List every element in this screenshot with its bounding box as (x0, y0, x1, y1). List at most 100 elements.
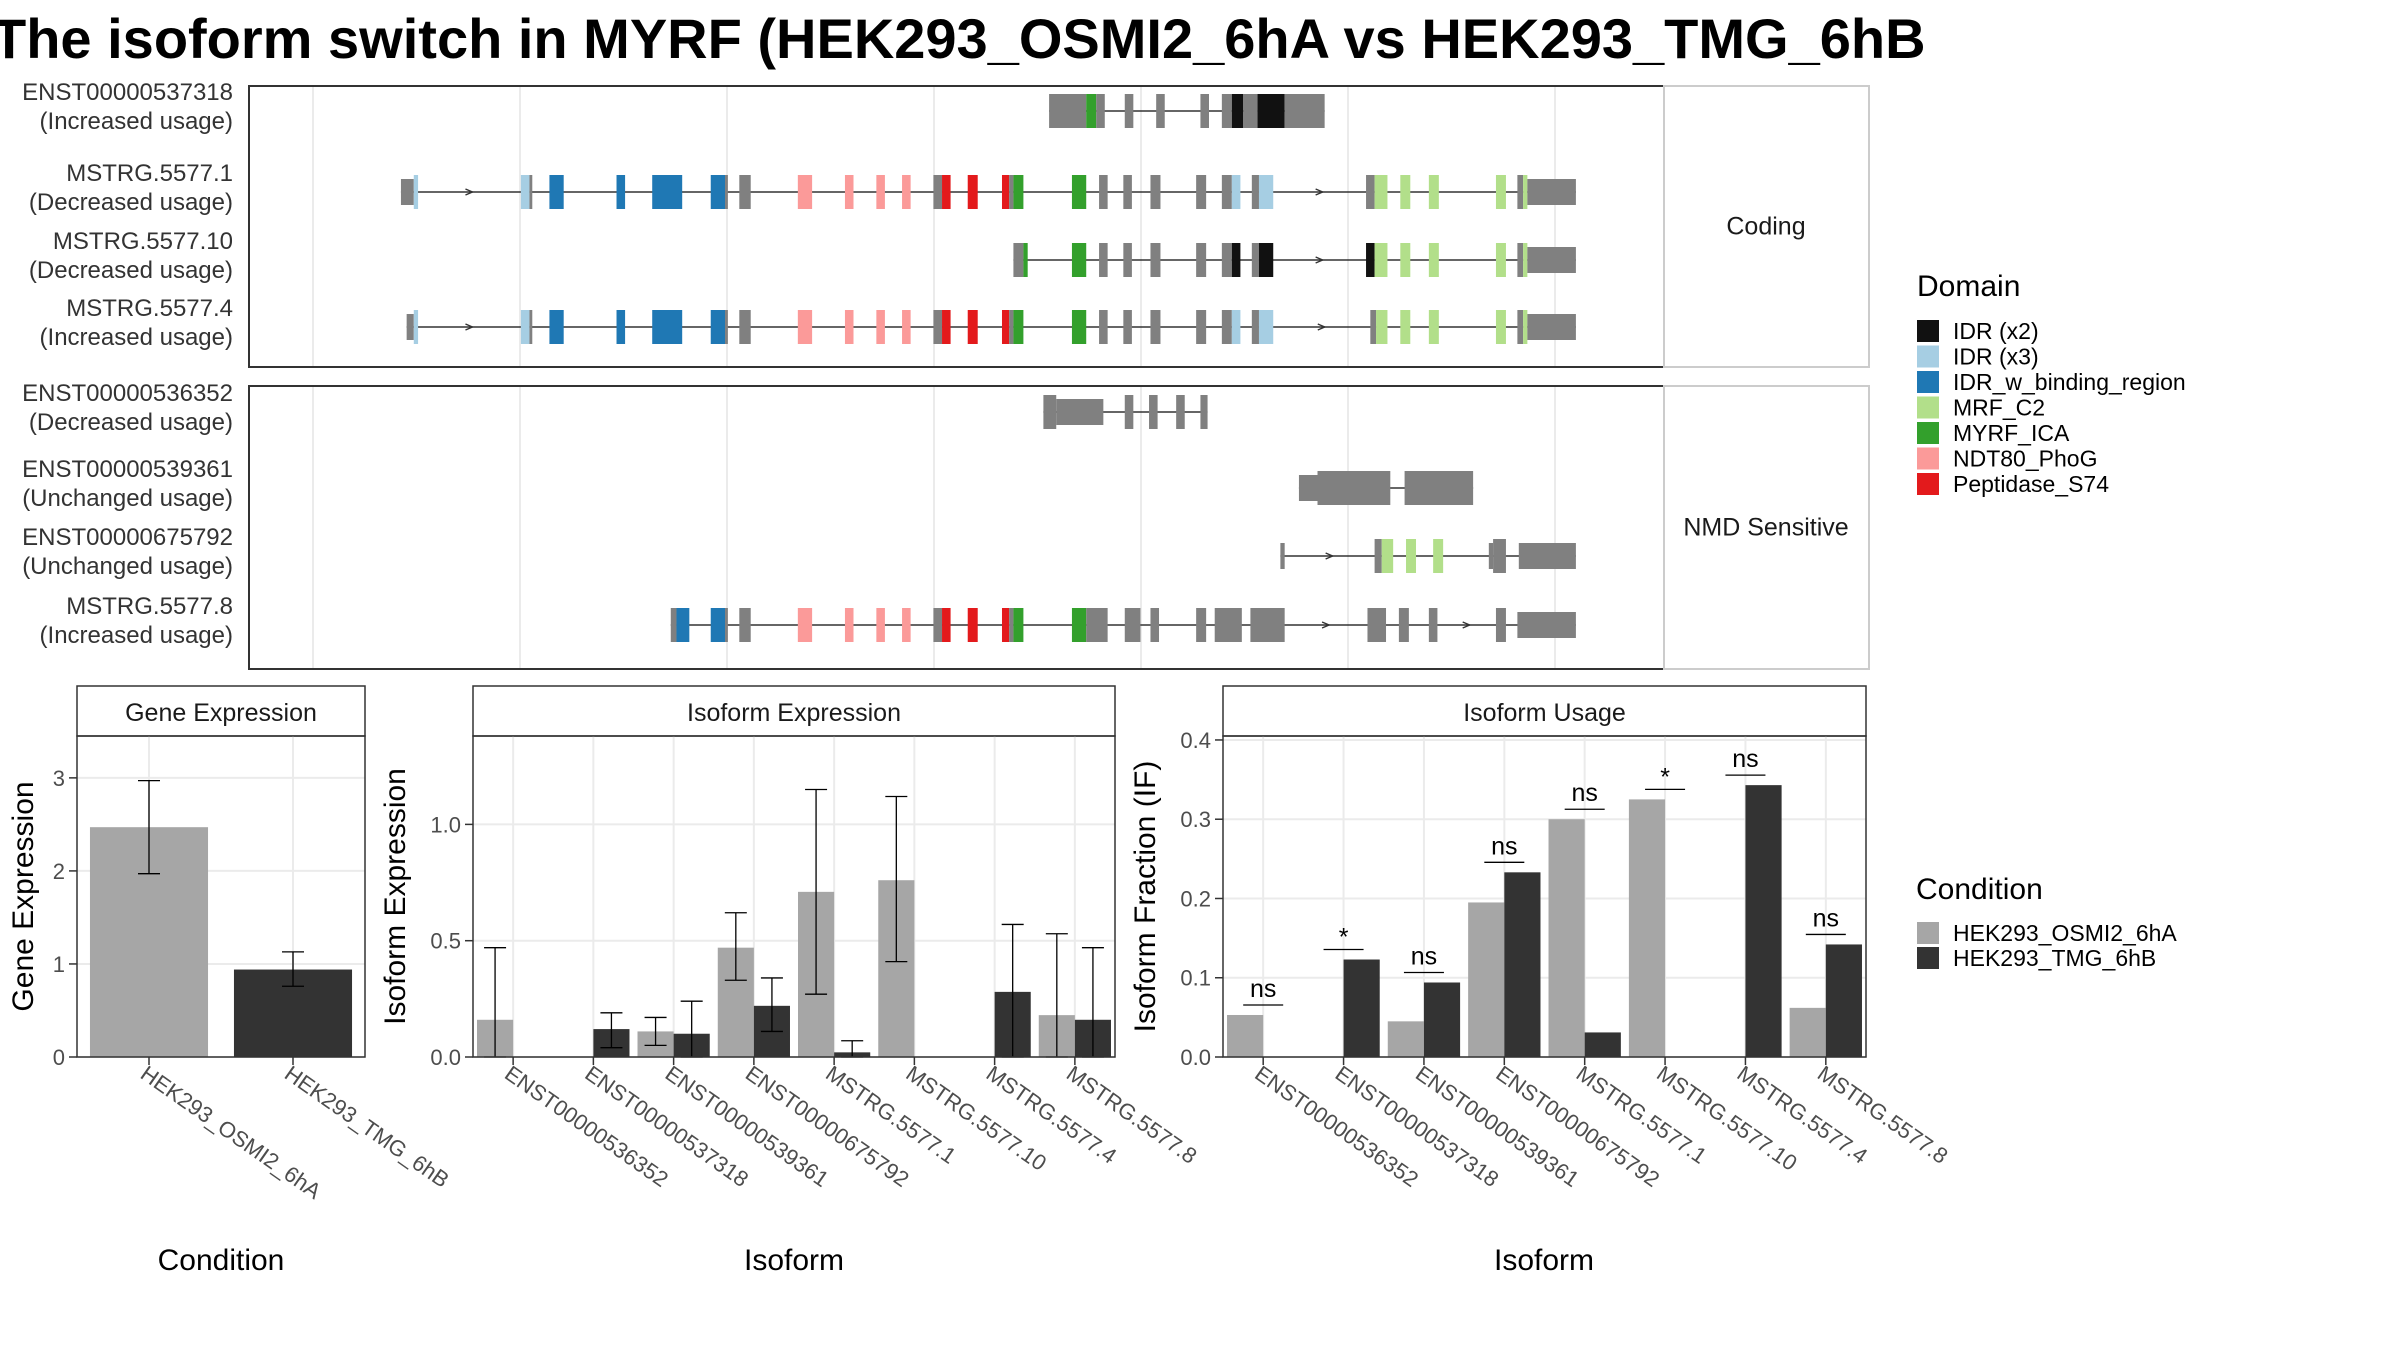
exon-segment (1009, 608, 1014, 642)
condition-legend-swatch (1917, 947, 1939, 969)
x-tick-label: MSTRG.5577.8 (1062, 1061, 1202, 1169)
exon-domain-segment (1001, 175, 1010, 209)
exon-domain-segment (1013, 608, 1024, 642)
exon-segment (1200, 395, 1208, 429)
exon-domain-segment (710, 175, 726, 209)
exon-segment (1200, 94, 1209, 128)
domain-legend-swatch (1917, 345, 1939, 368)
significance-label: ns (1250, 975, 1276, 1003)
exon-segment (1221, 310, 1232, 344)
facet-strip (1663, 85, 1870, 368)
exon-domain-segment (1374, 175, 1388, 209)
domain-legend-swatch (1917, 422, 1939, 444)
exon-segment (739, 310, 751, 344)
y-tick-label: 0 (53, 1045, 65, 1070)
bar (1343, 959, 1380, 1057)
exon-domain-segment (1013, 310, 1024, 344)
domain-legend-swatch (1917, 371, 1939, 393)
exon-segment (1124, 608, 1141, 642)
panel-background (249, 86, 1664, 367)
exon-domain-segment (902, 310, 911, 344)
exon-segment (1251, 175, 1259, 209)
transcript-id-label: MSTRG.5577.1 (66, 160, 233, 187)
exon-domain-segment (1258, 243, 1274, 277)
exon-domain-segment (1374, 243, 1388, 277)
transcript-usage-label: (Decreased usage) (29, 257, 233, 284)
exon-domain-segment (942, 608, 951, 642)
bar (1387, 1021, 1424, 1057)
exon-segment (1527, 247, 1576, 273)
exon-domain-segment (876, 175, 885, 209)
y-tick-label: 0.1 (1180, 966, 1211, 991)
exon-segment (933, 310, 943, 344)
condition-legend-title: Condition (1916, 873, 2043, 906)
domain-legend-label: MYRF_ICA (1953, 420, 2070, 446)
exon-segment (1096, 94, 1105, 128)
expression-bar-charts: Gene Expression0123HEK293_OSMI2_6hAHEK29… (7, 685, 1952, 1277)
domain-legend-label: IDR_w_binding_region (1953, 369, 2186, 395)
facet-strip (1663, 385, 1870, 670)
exon-domain-segment (797, 175, 813, 209)
exon-domain-segment (1071, 310, 1087, 344)
exon-domain-segment (902, 608, 911, 642)
y-tick-label: 2 (53, 859, 65, 884)
exon-segment (1221, 243, 1232, 277)
y-axis-title: Isoform Fraction (IF) (1129, 761, 1162, 1033)
exon-segment (1099, 310, 1108, 344)
exon-segment (1250, 608, 1285, 642)
exon-segment (1150, 310, 1161, 344)
transcript-id-label: ENST00000539361 (22, 456, 233, 483)
chart-strip-title: Gene Expression (125, 699, 317, 727)
exon-segment (725, 608, 728, 642)
chart-strip (76, 685, 366, 737)
exon-domain-segment (616, 175, 626, 209)
exon-domain-segment (676, 608, 690, 642)
exon-domain-segment (1495, 175, 1506, 209)
exon-segment (1317, 471, 1391, 505)
exon-domain-segment (1231, 175, 1241, 209)
bar (1227, 1014, 1264, 1057)
exon-domain-segment (1086, 94, 1097, 128)
exon-segment (1009, 175, 1014, 209)
exon-segment (1374, 539, 1382, 573)
exon-segment (1221, 94, 1232, 128)
exon-segment (725, 175, 728, 209)
transcript-structure-panel: Coding ENST00000537318(Increased usage) MS… (22, 79, 1870, 670)
x-axis-title: Condition (158, 1244, 285, 1277)
condition-legend-label: HEK293_TMG_6hB (1953, 945, 2156, 971)
bar (1504, 872, 1541, 1057)
exon-domain-segment (1495, 243, 1506, 277)
exon-domain-segment (1381, 539, 1394, 573)
domain-legend-label: IDR (x2) (1953, 318, 2039, 344)
exon-domain-segment (967, 310, 978, 344)
exon-segment (1099, 175, 1108, 209)
exon-domain-segment (876, 608, 885, 642)
x-tick-label: MSTRG.5577.10 (1652, 1061, 1802, 1176)
exon-segment (1049, 94, 1087, 128)
chart-frame (76, 735, 366, 1058)
exon-segment (1196, 310, 1207, 344)
transcript-usage-label: (Increased usage) (40, 108, 233, 135)
exon-domain-segment (902, 175, 911, 209)
exon-segment (1404, 471, 1474, 505)
transcript-id-label: ENST00000536352 (22, 380, 233, 407)
exon-domain-segment (1231, 94, 1244, 128)
direction-arrow (465, 188, 475, 196)
exon-segment (1150, 175, 1161, 209)
exon-domain-segment (1428, 310, 1439, 344)
exon-domain-segment (1400, 243, 1411, 277)
exon-segment (1527, 179, 1576, 205)
significance-label: ns (1571, 779, 1597, 807)
domain-legend-swatch (1917, 447, 1939, 470)
exon-domain-segment (967, 175, 978, 209)
exon-domain-segment (520, 310, 530, 344)
transcript-id-label: MSTRG.5577.8 (66, 593, 233, 620)
facet-strip-label: Coding (1726, 213, 1805, 241)
exon-domain-segment (876, 310, 885, 344)
exon-segment (529, 175, 533, 209)
chart-strip (1222, 685, 1867, 737)
exon-segment (1243, 94, 1258, 128)
x-tick-label: MSTRG.5577.10 (902, 1061, 1052, 1176)
transcript-id-label: ENST00000537318 (22, 79, 233, 106)
